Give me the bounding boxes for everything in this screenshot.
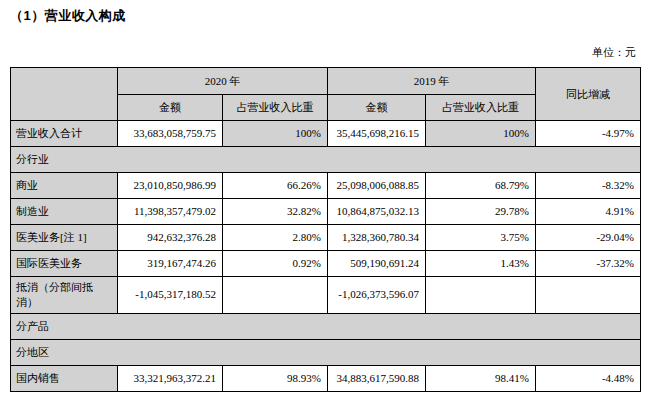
section-label: 分地区: [11, 339, 641, 365]
row-label: 国际医美业务: [11, 251, 118, 277]
ratio-2020-cell: 100%: [223, 121, 328, 147]
ratio-2019-header: 占营业收入比重: [426, 95, 536, 121]
amount-2020-header: 金额: [118, 95, 223, 121]
section-label: 分产品: [11, 313, 641, 339]
ratio-2019-cell: 98.41%: [426, 365, 536, 391]
amount-2020-cell: 319,167,474.26: [118, 251, 223, 277]
yoy-cell: [536, 277, 641, 314]
amount-2020-cell: 11,398,357,479.02: [118, 199, 223, 225]
yoy-cell: -8.32%: [536, 173, 641, 199]
ratio-2020-cell: 32.82%: [223, 199, 328, 225]
row-label: 国内销售: [11, 365, 118, 391]
yoy-cell: 4.91%: [536, 199, 641, 225]
amount-2019-cell: 25,098,006,088.85: [328, 173, 426, 199]
ratio-2020-cell: 98.93%: [223, 365, 328, 391]
section-row: 分行业: [11, 147, 641, 173]
ratio-2019-cell: 100%: [426, 121, 536, 147]
ratio-2020-cell: 66.26%: [223, 173, 328, 199]
table-row: 制造业11,398,357,479.0232.82%10,864,875,032…: [11, 199, 641, 225]
table-row: 营业收入合计33,683,058,759.75100%35,445,698,21…: [11, 121, 641, 147]
ratio-2019-cell: 1.43%: [426, 251, 536, 277]
yoy-cell: -29.04%: [536, 225, 641, 251]
section-row: 分地区: [11, 339, 641, 365]
amount-2019-cell: 509,190,691.24: [328, 251, 426, 277]
amount-2019-cell: 10,864,875,032.13: [328, 199, 426, 225]
yoy-cell: -4.97%: [536, 121, 641, 147]
ratio-2019-cell: [426, 277, 536, 314]
table-row: 医美业务[注 1]942,632,376.282.80%1,328,360,78…: [11, 225, 641, 251]
amount-2019-cell: -1,026,373,596.07: [328, 277, 426, 314]
amount-2019-header: 金额: [328, 95, 426, 121]
ratio-2019-cell: 68.79%: [426, 173, 536, 199]
amount-2020-cell: 33,321,963,372.21: [118, 365, 223, 391]
yoy-cell: -37.32%: [536, 251, 641, 277]
amount-2020-cell: 33,683,058,759.75: [118, 121, 223, 147]
row-label: 抵消（分部间抵消）: [11, 277, 118, 314]
row-label: 制造业: [11, 199, 118, 225]
row-label: 商业: [11, 173, 118, 199]
section-label: 分行业: [11, 147, 641, 173]
yoy-header: 同比增减: [536, 68, 641, 121]
table-body: 营业收入合计33,683,058,759.75100%35,445,698,21…: [11, 121, 641, 392]
header-row-years: 2020 年 2019 年 同比增减: [11, 68, 641, 95]
year-2020-header: 2020 年: [118, 68, 328, 95]
ratio-2019-cell: 29.78%: [426, 199, 536, 225]
amount-2019-cell: 34,883,617,590.88: [328, 365, 426, 391]
row-label: 营业收入合计: [11, 121, 118, 147]
amount-2020-cell: 23,010,850,986.99: [118, 173, 223, 199]
amount-2019-cell: 1,328,360,780.34: [328, 225, 426, 251]
table-row: 商业23,010,850,986.9966.26%25,098,006,088.…: [11, 173, 641, 199]
table-row: 抵消（分部间抵消）-1,045,317,180.52 -1,026,373,596…: [11, 277, 641, 314]
ratio-2020-cell: 0.92%: [223, 251, 328, 277]
yoy-cell: -4.48%: [536, 365, 641, 391]
ratio-2020-cell: [223, 277, 328, 314]
table-row: 国际医美业务319,167,474.260.92%509,190,691.241…: [11, 251, 641, 277]
section-row: 分产品: [11, 313, 641, 339]
table-header: 2020 年 2019 年 同比增减 金额 占营业收入比重 金额 占营业收入比重: [11, 68, 641, 121]
revenue-composition-table: 2020 年 2019 年 同比增减 金额 占营业收入比重 金额 占营业收入比重…: [10, 67, 641, 392]
year-2019-header: 2019 年: [328, 68, 536, 95]
page-title: （1）营业收入构成: [10, 7, 126, 25]
amount-2020-cell: -1,045,317,180.52: [118, 277, 223, 314]
amount-2020-cell: 942,632,376.28: [118, 225, 223, 251]
ratio-2019-cell: 3.75%: [426, 225, 536, 251]
unit-label: 单位：元: [592, 45, 636, 60]
table-row: 国内销售33,321,963,372.2198.93%34,883,617,59…: [11, 365, 641, 391]
ratio-2020-cell: 2.80%: [223, 225, 328, 251]
ratio-2020-header: 占营业收入比重: [223, 95, 328, 121]
row-label: 医美业务[注 1]: [11, 225, 118, 251]
corner-cell: [11, 68, 118, 121]
amount-2019-cell: 35,445,698,216.15: [328, 121, 426, 147]
